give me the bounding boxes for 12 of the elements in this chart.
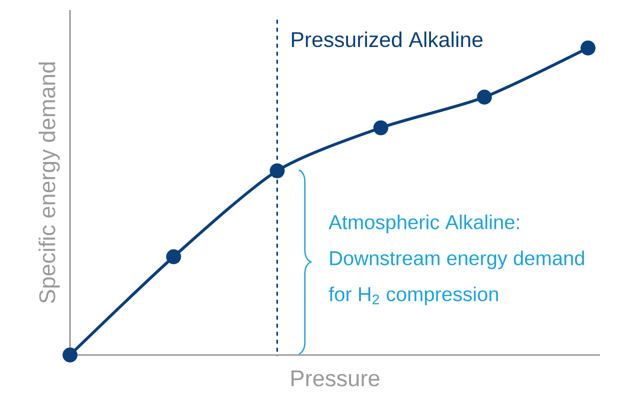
annotation: Atmospheric Alkaline: bbox=[328, 214, 519, 234]
point bbox=[580, 40, 596, 56]
point bbox=[62, 348, 78, 362]
y-axis-title: Specific energy demand bbox=[38, 62, 60, 304]
point bbox=[476, 90, 492, 105]
point bbox=[270, 163, 285, 178]
point bbox=[373, 120, 388, 136]
point bbox=[166, 249, 182, 264]
annotation: Downstream energy demand bbox=[330, 250, 584, 270]
text: Pressurized Alkaline bbox=[292, 31, 482, 48]
x-axis-title: Pressure bbox=[292, 370, 380, 386]
annotation: for H$_{2}$ compression bbox=[328, 286, 498, 306]
